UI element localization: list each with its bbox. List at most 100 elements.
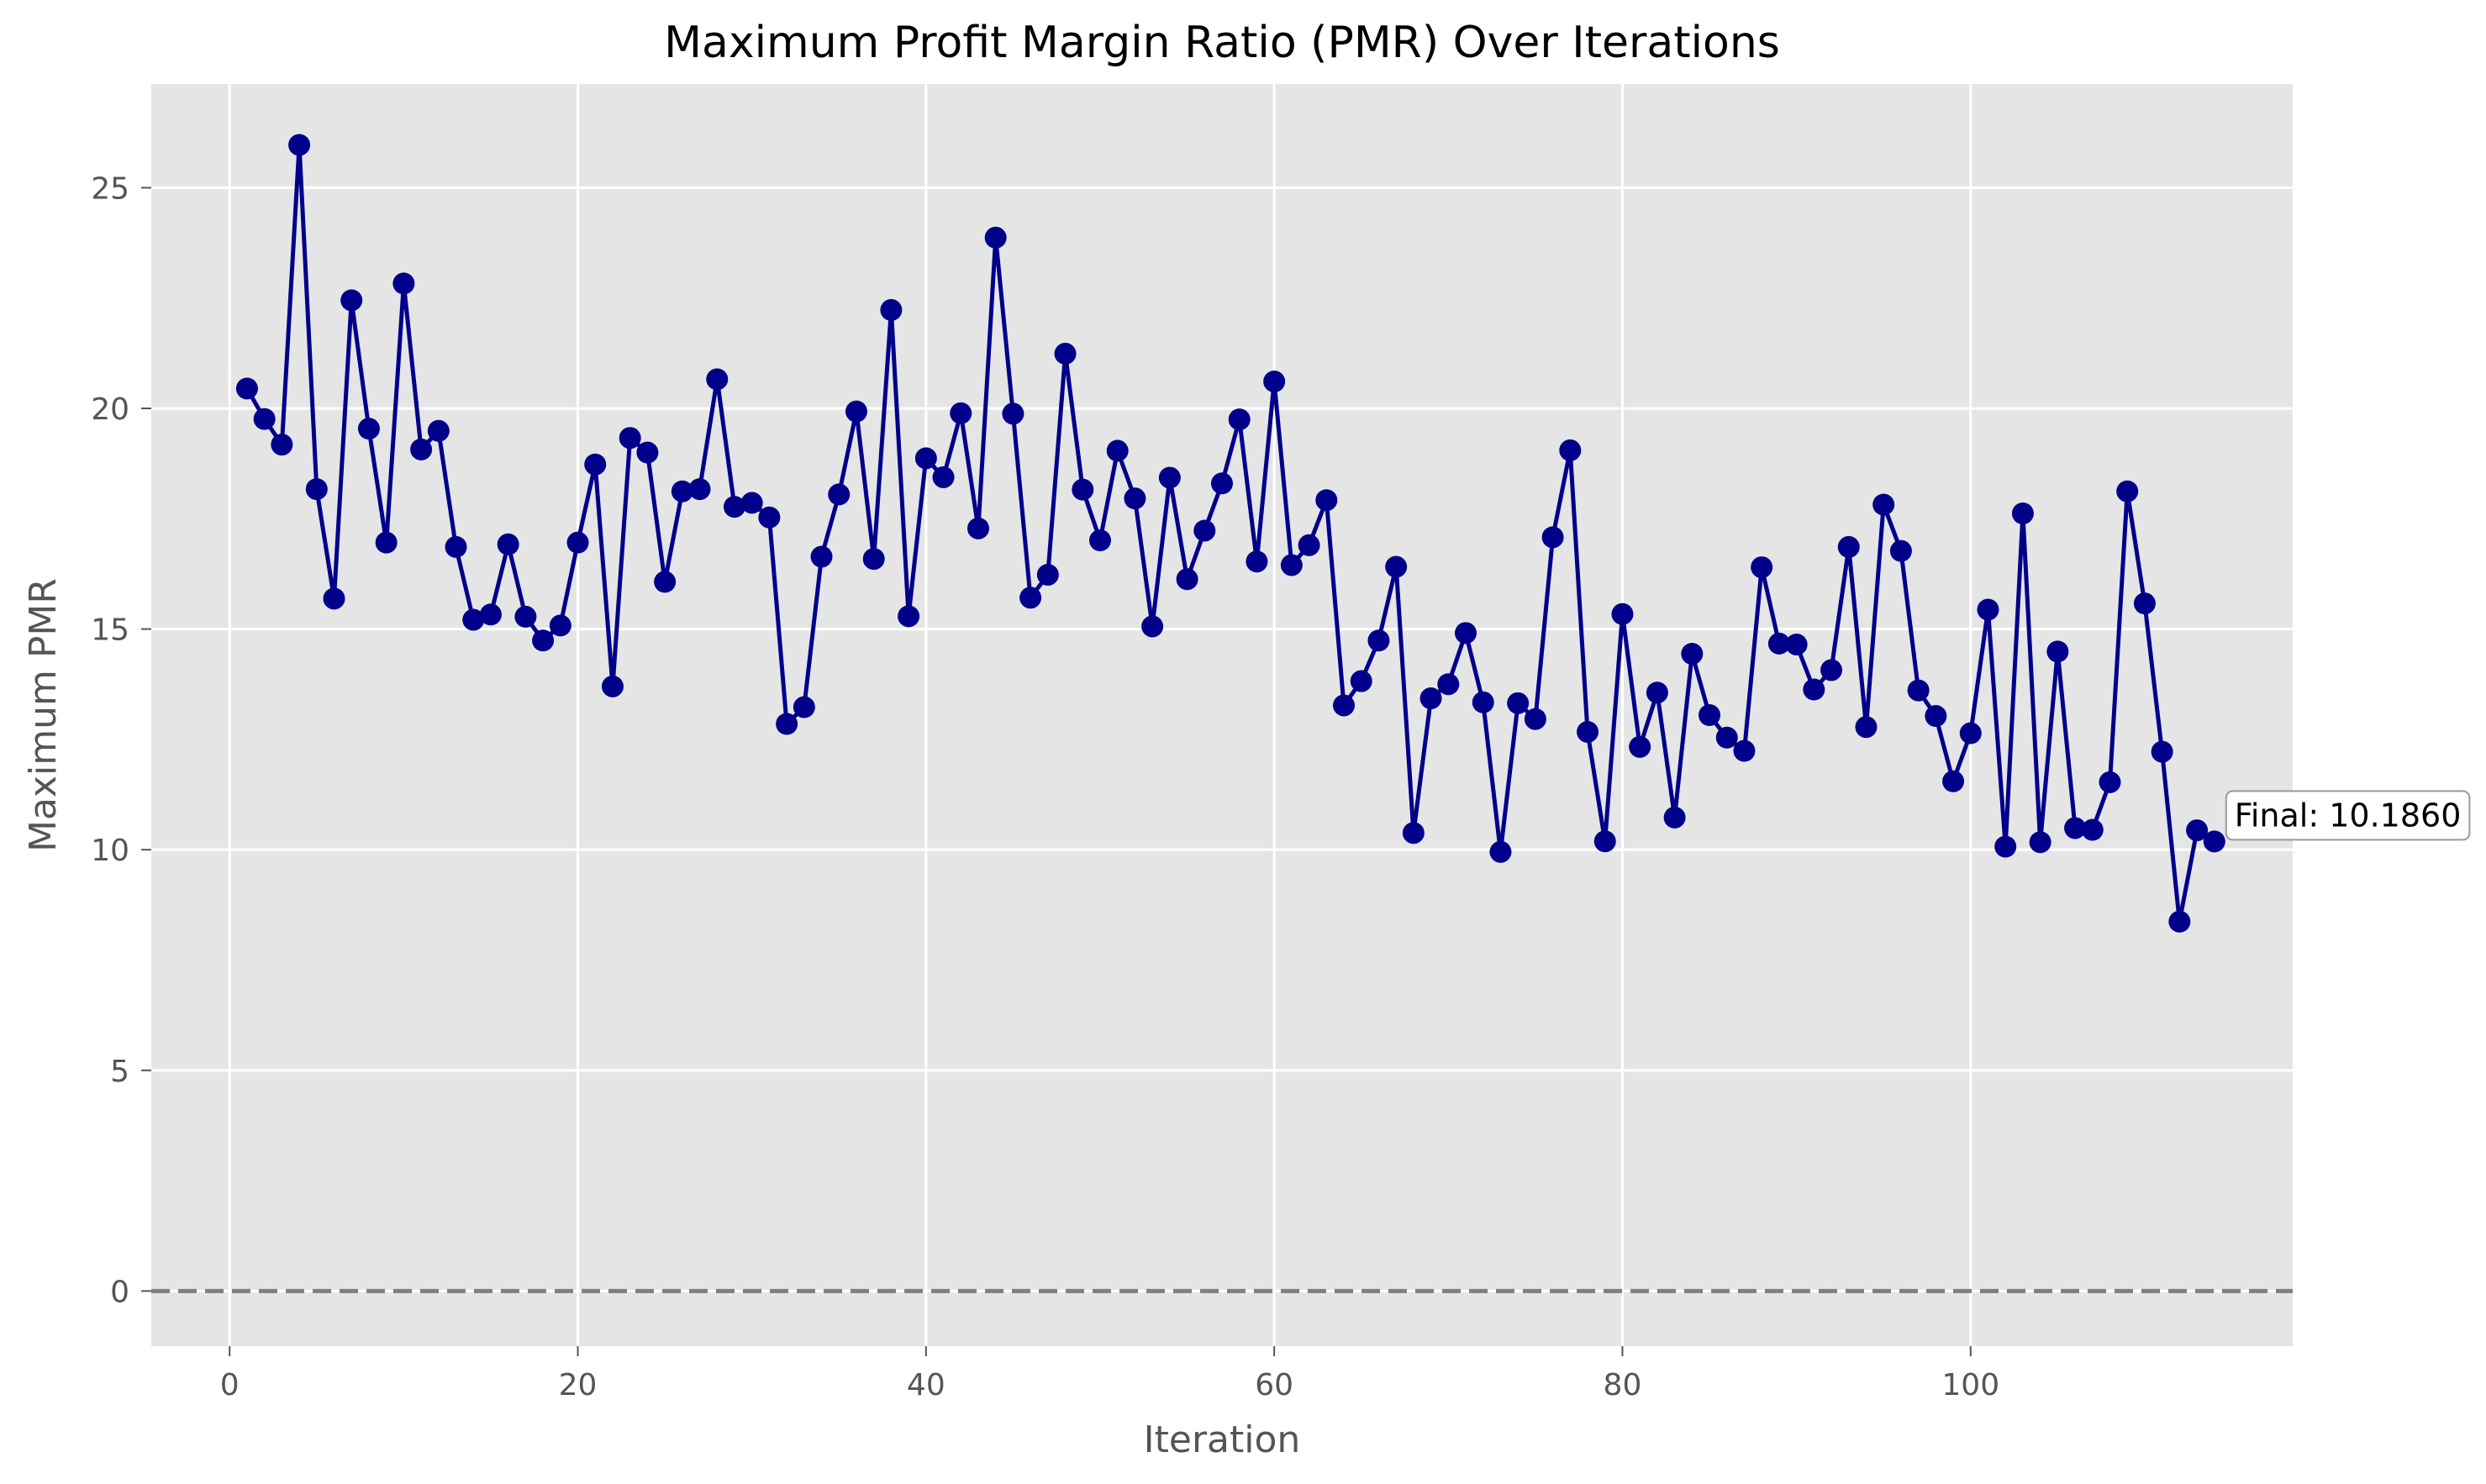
data-point [636,441,659,464]
data-point [1646,681,1668,704]
data-point [1751,556,1773,579]
data-point [1106,439,1129,462]
data-point [1158,466,1181,489]
data-point [2186,819,2209,842]
annotation-box [2225,790,2471,841]
data-point [1124,487,1146,510]
data-point [1663,806,1686,829]
data-point [1315,489,1338,512]
data-point [1820,659,1843,681]
x-tick-label: 20 [559,1368,598,1402]
x-tick-label: 40 [907,1368,945,1402]
data-point [601,675,624,697]
data-point [1333,694,1356,717]
data-point [1489,840,1512,863]
data-point [1280,554,1303,576]
data-point [392,272,415,295]
data-point [1629,735,1651,758]
data-point [966,517,989,539]
data-point [1959,722,1982,745]
data-point [1925,705,1947,728]
x-axis-ticks: 0 20 40 60 80 100 [220,1346,1999,1402]
data-point [357,418,380,440]
data-point [671,480,693,503]
data-point [305,478,328,501]
data-point [2011,502,2034,524]
data-point [740,492,763,514]
x-tick-label: 100 [1941,1368,1999,1402]
data-point [1402,822,1425,845]
data-point [1088,529,1111,552]
data-point [566,531,589,554]
data-point [2099,771,2121,793]
data-point [1193,519,1216,542]
data-point [758,506,781,529]
data-point [619,427,641,450]
data-point [1577,720,1599,743]
data-point [2168,910,2191,933]
data-point [549,614,571,637]
data-point [340,289,363,312]
y-tick-label: 25 [91,171,129,206]
data-point [1141,615,1164,638]
data-point [1472,691,1494,713]
data-point [2064,817,2087,839]
annotation-text: Final: 10.1860 [2235,797,2462,834]
data-point [1994,835,2017,858]
data-point [1298,534,1320,556]
data-point [1419,687,1442,710]
data-point [984,226,1007,249]
data-point [1872,493,1895,516]
data-point [1767,632,1790,655]
data-point [2029,831,2051,854]
data-point [2046,640,2069,663]
y-tick-label: 10 [91,834,129,868]
data-point [497,533,519,555]
data-point [1559,439,1582,461]
data-point [810,545,833,568]
x-tick-label: 80 [1604,1368,1642,1402]
data-point [1385,555,1408,578]
data-point [1524,708,1546,730]
y-axis-ticks: 0 5 10 15 20 25 [91,171,151,1309]
data-point [654,571,677,593]
data-point [375,531,398,554]
data-point [1211,472,1233,495]
x-axis-label: Iteration [1144,1418,1301,1461]
final-value-annotation: Final: 10.1860 [2225,790,2471,841]
data-point [1803,678,1825,701]
data-point [1977,598,1999,621]
data-point [1072,478,1094,501]
data-point [514,605,537,628]
data-point [479,603,502,626]
y-tick-label: 0 [110,1275,129,1309]
data-point [950,402,972,424]
data-point [2133,592,2156,615]
data-point [1507,692,1530,714]
data-point [1593,830,1616,853]
data-point [2116,480,2139,503]
data-point [1228,408,1251,431]
data-point [862,548,885,571]
data-point [253,408,276,430]
data-point [1699,704,1721,726]
data-point [706,368,729,391]
data-point [828,483,851,506]
data-point [1837,535,1860,558]
data-point [2081,818,2104,841]
data-point [532,629,555,652]
data-point [1681,643,1704,666]
data-point [845,400,867,423]
data-point [932,466,955,488]
data-point [898,605,920,628]
data-point [1367,629,1390,652]
data-point [427,419,450,442]
y-tick-label: 20 [91,392,129,427]
data-point [723,496,745,518]
series-points [235,134,2225,933]
data-point [1036,563,1059,586]
chart-title: Maximum Profit Margin Ratio (PMR) Over I… [664,18,1780,68]
data-point [776,713,798,735]
data-point [793,696,815,718]
